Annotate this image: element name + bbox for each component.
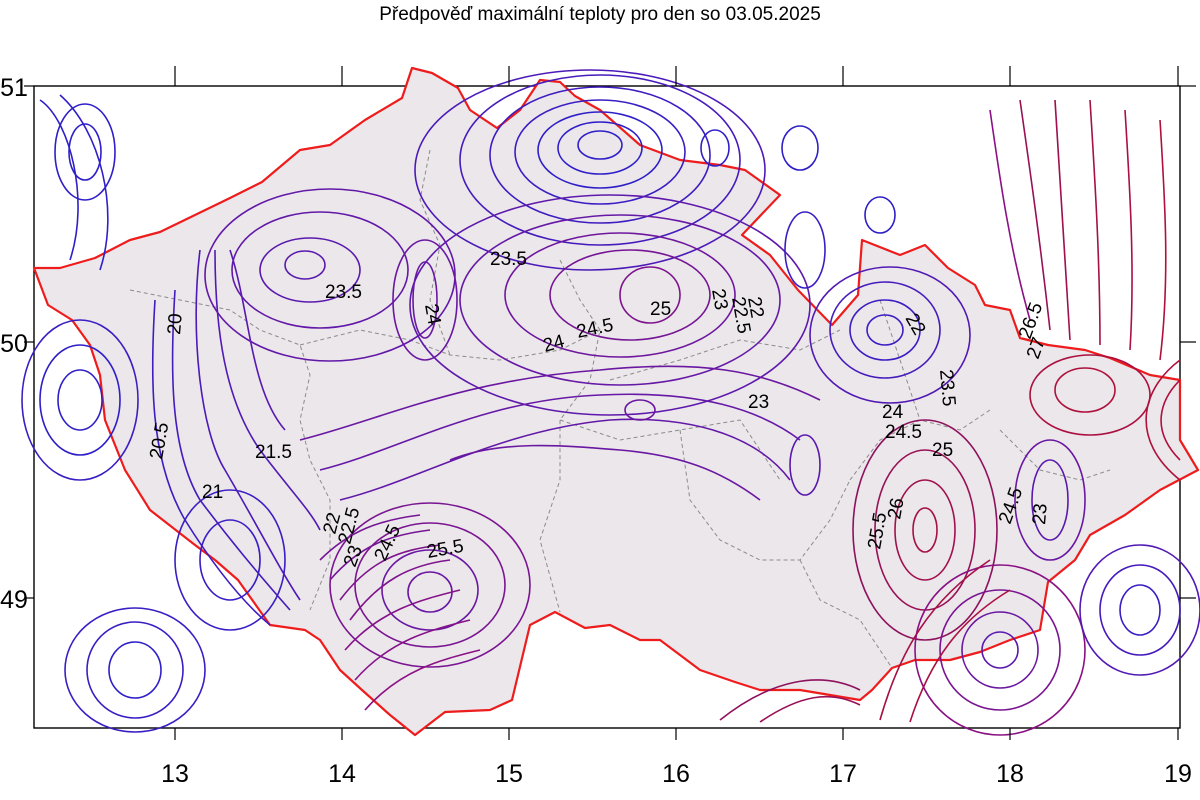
y-axis: 51 50 49	[0, 74, 28, 614]
contour-label: 25	[932, 440, 953, 461]
contour-label: 21	[202, 482, 223, 503]
x-tick-label: 16	[662, 760, 690, 788]
contour-lines	[21, 69, 1200, 736]
contour-label: 24	[420, 302, 444, 327]
x-tick-label: 19	[1164, 760, 1192, 788]
contour-label: 21.5	[255, 442, 292, 463]
contour-label: 25	[650, 299, 671, 320]
contour-label: 23.5	[325, 282, 362, 303]
contour-label: 23.5	[490, 249, 527, 270]
axis-ticks	[24, 66, 1196, 740]
y-tick-label: 50	[0, 330, 28, 358]
contour-label: 26	[884, 496, 908, 520]
contour-label: 23	[707, 287, 731, 311]
country-outline	[32, 66, 1200, 737]
x-tick-label: 17	[829, 760, 857, 788]
contour-label: 20	[164, 313, 187, 336]
contour-label: 22	[743, 295, 767, 319]
x-tick-label: 13	[161, 760, 189, 788]
contour-label: 24.5	[885, 422, 922, 443]
contour-label: 23	[748, 392, 769, 413]
x-tick-label: 15	[495, 760, 523, 788]
y-tick-label: 49	[0, 586, 28, 614]
x-axis: 13 14 15 16 17 18 19	[161, 760, 1192, 788]
x-tick-label: 14	[328, 760, 356, 788]
x-tick-label: 18	[996, 760, 1024, 788]
contour-labels: 23.5 23.5 24 20 20.5 21.5 21 25 24.5 24 …	[146, 249, 1052, 570]
map-title: Předpověď maximální teploty pro den so 0…	[379, 4, 821, 25]
contour-label: 24	[882, 402, 904, 423]
y-tick-label: 51	[0, 74, 28, 102]
contour-label: 23	[1029, 503, 1052, 526]
contour-label: 23.5	[935, 369, 959, 408]
